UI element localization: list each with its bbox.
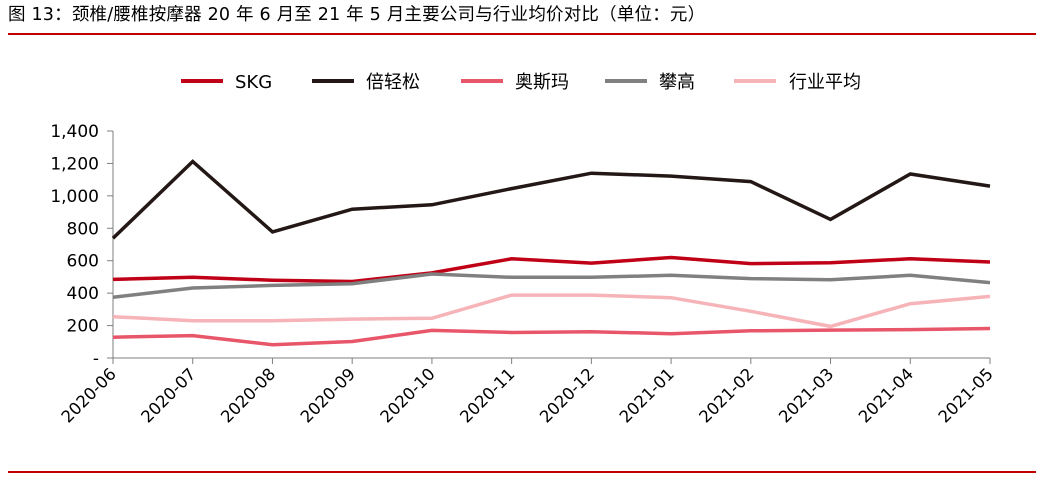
x-tick-label: 2020-09 xyxy=(297,364,359,426)
x-tick-label: 2020-12 xyxy=(536,364,598,426)
y-tick-label: 800 xyxy=(67,219,99,239)
x-tick-label: 2021-01 xyxy=(616,364,678,426)
y-tick-label: 1,000 xyxy=(50,187,99,207)
legend-label-3: 攀高 xyxy=(659,72,695,93)
series-line-4 xyxy=(112,293,991,329)
series-line-3 xyxy=(112,272,991,299)
x-tick-label: 2021-02 xyxy=(695,364,757,426)
x-tick-label: 2020-10 xyxy=(377,364,439,426)
y-tick-label: 1,400 xyxy=(50,122,99,142)
legend-label-4: 行业平均 xyxy=(789,72,861,93)
legend-label-0: SKG xyxy=(235,72,272,93)
x-tick-label: 2021-03 xyxy=(775,364,837,426)
y-axis: - 200 400 600 800 1,000 1,200 1,400 xyxy=(50,122,114,369)
series-lines xyxy=(111,159,991,347)
x-tick-label: 2020-08 xyxy=(217,364,279,426)
x-tick-label: 2021-04 xyxy=(855,364,917,426)
figure-title: 图 13：颈椎/腰椎按摩器 20 年 6 月至 21 年 5 月主要公司与行业均… xyxy=(8,5,706,25)
legend-label-2: 奥斯玛 xyxy=(515,72,569,93)
y-tick-label: 1,200 xyxy=(50,154,99,174)
x-tick-label: 2021-05 xyxy=(935,364,997,426)
y-tick-label: 600 xyxy=(67,252,99,272)
y-tick-label: 400 xyxy=(67,284,99,304)
y-tick-label: 200 xyxy=(67,317,99,337)
x-tick-label: 2020-11 xyxy=(456,364,518,426)
legend-label-1: 倍轻松 xyxy=(366,72,420,93)
x-tick-label: 2020-06 xyxy=(58,364,120,426)
chart-legend: SKG 倍轻松 奥斯玛 攀高 行业平均 xyxy=(181,72,861,93)
series-line-1 xyxy=(111,159,991,240)
x-axis: 2020-06 2020-07 2020-08 2020-09 2020-10 2020-… xyxy=(58,357,997,427)
bottom-divider xyxy=(8,471,1036,473)
title-divider xyxy=(8,33,1036,35)
y-tick-label: - xyxy=(93,349,99,369)
x-tick-label: 2020-07 xyxy=(137,364,199,426)
series-line-2 xyxy=(112,326,991,347)
series-line-0 xyxy=(112,255,991,284)
